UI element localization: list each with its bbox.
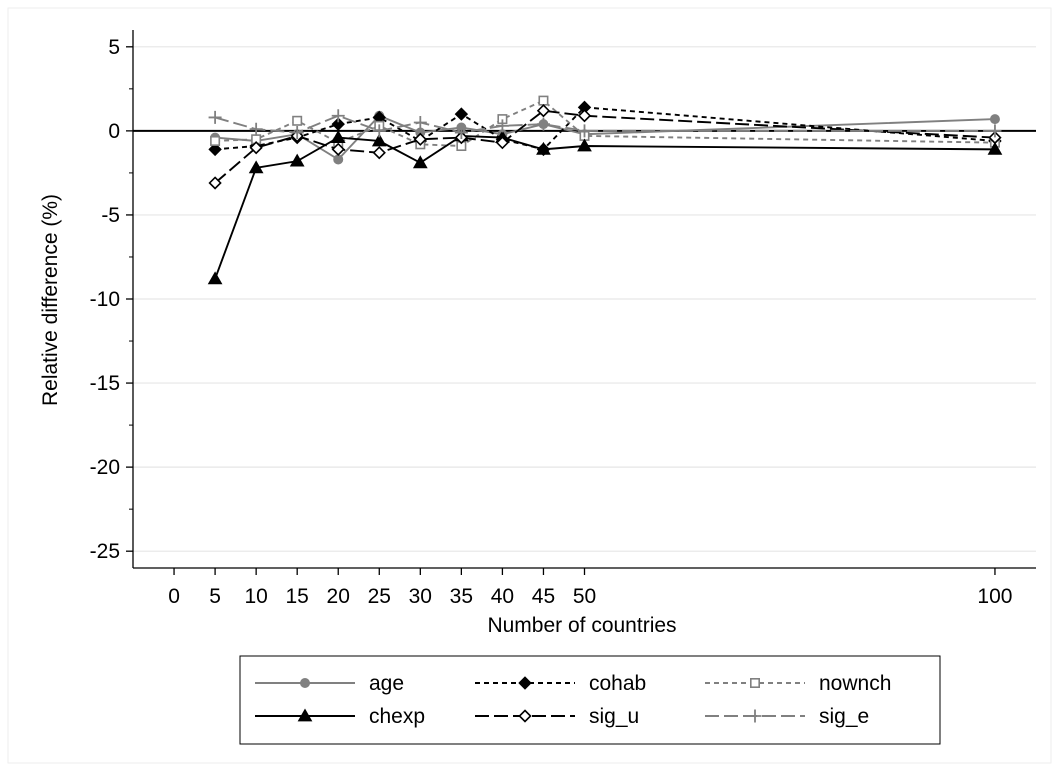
- legend: age cohab nownch chexp sig_u sig_e: [239, 655, 941, 745]
- x-tick-label: 35: [450, 585, 473, 608]
- data-point-sig-e: [372, 124, 386, 138]
- data-point-chexp: [207, 271, 223, 285]
- data-point-nownch: [292, 115, 303, 126]
- outer-border: [7, 7, 1052, 764]
- x-tick-label: 50: [573, 585, 596, 608]
- data-point-sig-e: [536, 117, 550, 131]
- data-point-sig-e: [249, 122, 263, 136]
- x-tick-label: 10: [244, 585, 267, 608]
- data-point-age: [989, 114, 1000, 125]
- data-point-nownch: [538, 95, 549, 106]
- data-point-sig-e: [331, 109, 345, 123]
- data-point-sig-u: [372, 146, 386, 160]
- legend-label-nownch: nownch: [819, 672, 891, 695]
- legend-label-age: age: [369, 672, 404, 695]
- legend-label-sig-u: sig_u: [589, 705, 639, 728]
- legend-marker-age: [300, 678, 310, 688]
- legend-items: age cohab nownch chexp sig_u sig_e: [255, 672, 891, 728]
- series-chexp: [207, 128, 1003, 285]
- x-tick-label: 100: [977, 585, 1012, 608]
- data-point-age: [333, 154, 344, 165]
- data-point-cohab: [454, 107, 469, 121]
- data-point-sig-e: [988, 124, 1002, 138]
- x-tick-label: 40: [491, 585, 514, 608]
- legend-marker-sig-e: [748, 709, 762, 723]
- data-point-chexp: [289, 153, 305, 167]
- data-point-chexp: [987, 141, 1003, 155]
- legend-box: [239, 655, 941, 745]
- data-point-sig-e: [290, 126, 304, 140]
- data-point-sig-u: [208, 176, 222, 190]
- y-tick-label: -5: [101, 204, 120, 227]
- data-point-chexp: [371, 133, 387, 147]
- x-tick-label: 45: [532, 585, 555, 608]
- axis-layer: 50-5-10-15-20-250 5 10 15 20 25 30 35 40 45 50 100: [90, 30, 1036, 608]
- series-sig-e: [208, 109, 1002, 140]
- legend-marker-nownch: [749, 677, 760, 688]
- data-point-chexp: [577, 138, 592, 152]
- series-line-sig-u: [214, 109, 996, 184]
- x-tick-label: 15: [286, 585, 309, 608]
- legend-label-sig-e: sig_e: [819, 705, 869, 728]
- legend-marker-cohab: [518, 676, 532, 690]
- x-tick-label: 20: [327, 585, 350, 608]
- data-point-sig-u: [331, 142, 345, 157]
- data-point-nownch: [210, 135, 221, 146]
- y-tick-label: -20: [90, 456, 120, 479]
- data-point-chexp: [248, 160, 264, 174]
- y-tick-label: -15: [90, 372, 120, 395]
- x-tick-label: 0: [168, 585, 180, 608]
- data-point-sig-u: [413, 132, 427, 146]
- data-point-sig-u: [495, 136, 510, 150]
- data-point-sig-e: [578, 124, 591, 138]
- y-axis-title: Relative difference (%): [39, 194, 62, 406]
- data-point-chexp: [412, 155, 428, 169]
- legend-marker-chexp: [297, 708, 313, 722]
- data-point-sig-u: [536, 104, 551, 118]
- data-point-sig-e: [208, 110, 222, 124]
- data-point-sig-u: [988, 130, 1002, 145]
- y-tick-label: 0: [108, 120, 120, 143]
- series-layer: [207, 95, 1003, 285]
- data-point-sig-e: [413, 115, 427, 129]
- data-point-sig-e: [495, 119, 509, 133]
- y-tick-label: -10: [90, 288, 120, 311]
- legend-marker-sig-u: [518, 709, 532, 723]
- y-tick-label: -25: [90, 540, 120, 563]
- data-point-sig-e: [454, 126, 468, 140]
- data-point-chexp: [330, 130, 346, 143]
- legend-label-cohab: cohab: [589, 672, 646, 695]
- data-point-sig-u: [249, 141, 263, 155]
- series-sig-u: [208, 104, 1002, 190]
- x-axis-title: Number of countries: [487, 614, 676, 637]
- x-tick-label: 25: [368, 585, 391, 608]
- data-point-cohab: [208, 142, 222, 157]
- data-point-chexp: [536, 141, 551, 155]
- data-point-sig-u: [577, 109, 592, 123]
- legend-label-chexp: chexp: [369, 705, 425, 728]
- x-tick-label: 5: [209, 585, 221, 608]
- y-tick-label: 5: [108, 36, 120, 59]
- x-tick-label: 30: [409, 585, 432, 608]
